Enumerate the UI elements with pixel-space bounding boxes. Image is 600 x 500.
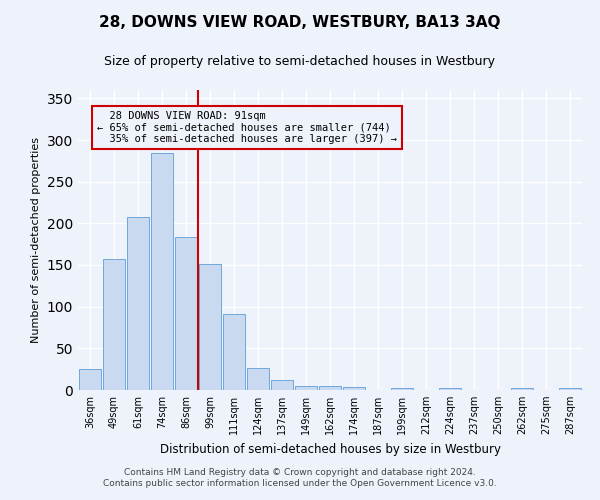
Bar: [199, 264, 221, 390]
Bar: [175, 236, 197, 390]
Text: 28 DOWNS VIEW ROAD: 91sqm
← 65% of semi-detached houses are smaller (744)
  35% : 28 DOWNS VIEW ROAD: 91sqm ← 65% of semi-…: [97, 111, 397, 144]
Bar: [271, 380, 293, 390]
Bar: [247, 368, 269, 390]
Bar: [319, 386, 341, 390]
Bar: [391, 388, 413, 390]
Bar: [559, 388, 581, 390]
Text: Size of property relative to semi-detached houses in Westbury: Size of property relative to semi-detach…: [104, 55, 496, 68]
Text: 28, DOWNS VIEW ROAD, WESTBURY, BA13 3AQ: 28, DOWNS VIEW ROAD, WESTBURY, BA13 3AQ: [99, 15, 501, 30]
Bar: [127, 216, 149, 390]
Bar: [439, 388, 461, 390]
Bar: [511, 388, 533, 390]
Bar: [343, 386, 365, 390]
Bar: [103, 259, 125, 390]
Y-axis label: Number of semi-detached properties: Number of semi-detached properties: [31, 137, 41, 343]
Text: Contains HM Land Registry data © Crown copyright and database right 2024.
Contai: Contains HM Land Registry data © Crown c…: [103, 468, 497, 487]
Bar: [151, 152, 173, 390]
Bar: [295, 386, 317, 390]
X-axis label: Distribution of semi-detached houses by size in Westbury: Distribution of semi-detached houses by …: [160, 442, 500, 456]
Bar: [223, 314, 245, 390]
Bar: [79, 369, 101, 390]
